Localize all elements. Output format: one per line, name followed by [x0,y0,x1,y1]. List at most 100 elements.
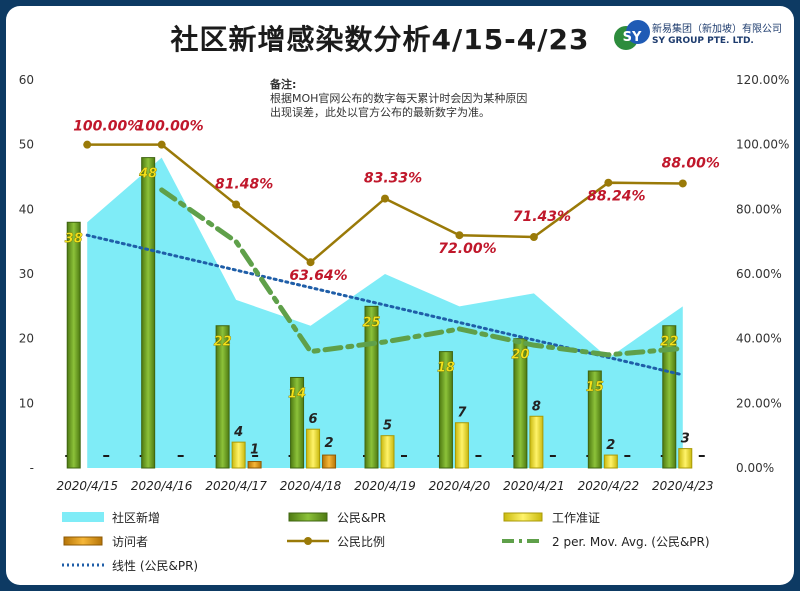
bar-work-pass [454,422,469,469]
x-tick-label: 2020/4/17 [205,479,267,493]
visitors-label: 2 [325,436,334,451]
area-series [87,157,683,468]
ratio-label: 63.64% [289,268,347,284]
bar-series [65,157,705,469]
data-labels: 100.00%100.00%81.48%63.64%83.33%72.00%71… [65,119,720,458]
citizens-label: 22 [214,335,232,350]
citizens-label: 18 [437,361,455,376]
bar-citizens [662,325,677,469]
visitors-label: 1 [250,443,259,458]
citizens-label: 20 [511,348,529,363]
y-right-tick-label: 80.00% [736,202,782,216]
ratio-point [604,178,613,187]
ratio-point [157,140,166,149]
legend-label: 工作准证 [552,511,601,525]
y-left-tick-label: 20 [19,332,34,346]
bar-work-pass [678,448,693,469]
x-tick-label: 2020/4/22 [578,479,640,493]
bar-citizens [66,221,81,469]
ratio-label: 88.00% [662,155,720,171]
citizens-label: 48 [138,167,157,182]
citizens-label: 22 [660,335,678,350]
y-left-tick-label: 60 [19,73,34,87]
ratio-point [306,258,315,267]
bar-citizens [438,351,453,469]
y-right-tick-label: 40.00% [736,332,782,346]
work-pass-label: 4 [233,425,243,440]
citizens-label: 14 [288,386,306,401]
ratio-label: 88.24% [587,189,645,205]
legend-label: 线性 (公民&PR) [112,559,199,573]
ratio-label: 72.00% [438,241,496,257]
y-right-tick-label: 0.00% [736,461,774,475]
ratio-point [678,179,687,188]
legend-label: 公民比例 [337,535,386,549]
chart-title: 社区新增感染数分析4/15-4/23 [170,23,590,56]
work-pass-label: 8 [532,399,541,414]
work-pass-label: 2 [606,438,615,453]
chart-legend: 社区新增 公民&PR 工作准证 访问者 公民比例 2 per. Mov. Avg… [60,500,760,580]
x-tick-label: 2020/4/16 [131,479,193,493]
bar-work-pass [380,435,395,469]
bar-citizens [364,305,379,469]
ratio-point [83,140,92,149]
x-tick-label: 2020/4/21 [503,479,565,493]
y-right-tick-label: 100.00% [736,138,789,152]
ratio-point [455,231,464,240]
legend-label: 2 per. Mov. Avg. (公民&PR) [552,535,710,549]
work-pass-label: 3 [681,432,690,447]
ratio-label: 100.00% [136,119,204,135]
bar-work-pass [306,428,321,469]
bar-work-pass [603,454,618,469]
y-left-tick-label: 30 [19,267,34,281]
bar-citizens [513,338,528,469]
citizens-label: 38 [65,231,83,246]
work-pass-label: 6 [309,412,318,427]
citizens-label: 15 [586,380,604,395]
moving-average-line [159,187,686,358]
legend-label: 公民&PR [337,511,386,525]
bar-citizens [141,157,156,469]
logo-name-en: SY GROUP PTE. LTD. [652,36,754,46]
bar-work-pass [529,415,544,469]
logo-mark-text: SY [623,30,642,45]
ratio-point [381,194,389,203]
y-left-tick-label: - [30,461,34,475]
x-tick-label: 2020/4/18 [280,479,342,493]
y-right-tick-label: 60.00% [736,267,782,281]
citizens-label: 25 [362,315,380,330]
legend-label: 访问者 [112,535,149,549]
chart-note: 备注: 根据MOH官网公布的数字每天累计时会因为某种原因出现误差，此处以官方公布… [270,78,530,120]
logo-name-cn: 新易集团（新加坡）有限公司 [652,24,782,35]
x-tick-label: 2020/4/20 [429,479,491,493]
bar-work-pass [231,441,246,469]
ratio-point [232,200,241,209]
note-text: 根据MOH官网公布的数字每天累计时会因为某种原因出现误差，此处以官方公布的最新数… [270,92,528,119]
company-logo: SY 新易集团（新加坡）有限公司 SY GROUP PTE. LTD. [612,14,792,60]
bar-visitors [247,461,262,469]
ratio-point [529,233,538,242]
y-right-tick-label: 120.00% [736,73,789,87]
ratio-label: 71.43% [513,209,571,225]
bar-visitors [322,454,337,469]
x-tick-label: 2020/4/19 [354,479,416,493]
ratio-label: 100.00% [73,119,141,135]
logo-mark-icon: SY [614,20,650,50]
bar-citizens [290,376,305,469]
bar-citizens [215,325,230,469]
axes: - 10 20 30 40 50 60 0.00% 20.00% 40.00% 60.00% 80.0… [19,73,790,493]
y-left-tick-label: 40 [19,202,34,216]
work-pass-label: 5 [383,419,392,434]
y-right-tick-label: 20.00% [736,396,782,410]
note-heading: 备注: [270,78,297,91]
ratio-label: 81.48% [215,177,273,193]
area-community-new [87,157,683,468]
bar-citizens [587,370,602,469]
x-tick-label: 2020/4/15 [56,479,118,493]
y-left-tick-label: 10 [19,396,34,410]
y-left-tick-label: 50 [19,138,34,152]
ratio-label: 83.33% [364,171,422,187]
work-pass-label: 7 [457,406,467,421]
x-tick-label: 2020/4/23 [652,479,714,493]
